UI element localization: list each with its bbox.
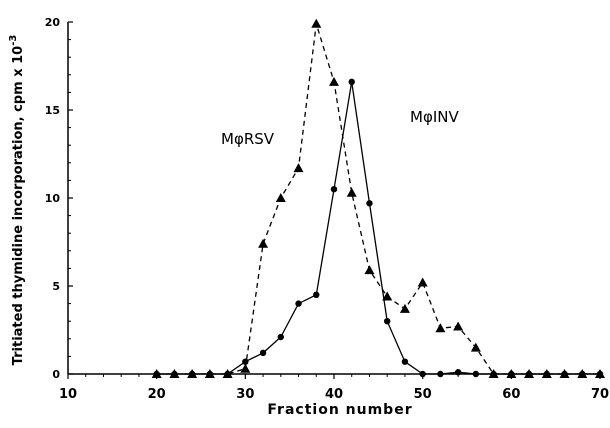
data-point-inv xyxy=(490,370,497,378)
data-point-rsv xyxy=(399,303,410,313)
data-point-inv xyxy=(561,370,568,378)
data-point-inv xyxy=(206,370,214,378)
data-point-inv xyxy=(224,370,231,378)
x-tick-label: 20 xyxy=(148,387,166,402)
data-point-rsv xyxy=(417,277,428,287)
x-tick-label: 50 xyxy=(414,387,432,402)
axes-layer: 0 5 10 15 20 10 20 30 40 50 60 70 xyxy=(45,16,609,402)
y-tick-label: 15 xyxy=(45,104,60,117)
data-point-inv xyxy=(188,370,196,378)
data-point-inv xyxy=(401,358,409,365)
x-tick-label: 70 xyxy=(591,387,609,402)
data-point-rsv xyxy=(258,238,269,248)
y-axis-title: Tritiated thymidine incorporation, cpm x… xyxy=(11,46,26,366)
series-annotation-rsv: MφRSV xyxy=(221,130,275,148)
data-point-inv xyxy=(419,370,426,378)
data-point-inv xyxy=(596,370,604,378)
data-point-rsv xyxy=(453,321,464,331)
data-point-inv xyxy=(259,349,267,357)
data-point-rsv xyxy=(311,18,322,28)
data-point-rsv xyxy=(293,163,304,173)
data-point-inv xyxy=(277,333,284,341)
y-tick-label: 5 xyxy=(52,280,60,293)
data-point-inv xyxy=(525,370,533,378)
x-axis-title: Fraction number xyxy=(267,402,412,418)
data-point-rsv xyxy=(275,193,286,202)
data-point-rsv xyxy=(470,342,481,352)
series-annotation-inv: MφINV xyxy=(410,108,459,126)
data-point-inv xyxy=(295,300,302,307)
y-tick-label: 0 xyxy=(52,368,60,381)
y-axis-title-exponent: -3 xyxy=(8,35,19,46)
y-axis-title-group: Tritiated thymidine incorporation, cpm x… xyxy=(8,35,26,366)
data-point-inv xyxy=(454,369,462,376)
data-point-inv xyxy=(242,358,249,365)
series-line-rsv xyxy=(156,23,600,375)
data-point-inv xyxy=(330,186,338,193)
data-point-rsv xyxy=(382,291,393,301)
x-tick-label: 40 xyxy=(325,387,343,402)
labels-layer: Fraction number Tritiated thymidine inco… xyxy=(8,35,459,418)
x-tick-label: 10 xyxy=(59,387,77,402)
series-line-inv xyxy=(156,81,600,375)
data-point-rsv xyxy=(346,187,357,197)
x-tick-label: 30 xyxy=(236,387,254,402)
data-point-inv xyxy=(472,370,480,378)
data-point-inv xyxy=(543,370,550,378)
data-point-inv xyxy=(313,291,320,298)
data-point-inv xyxy=(508,370,515,378)
data-point-rsv xyxy=(240,363,251,373)
x-tick-label: 60 xyxy=(502,387,520,402)
data-point-inv xyxy=(153,370,160,378)
y-tick-label: 10 xyxy=(45,192,61,205)
data-point-rsv xyxy=(364,265,375,275)
data-point-inv xyxy=(437,370,444,378)
svg-text:Tritiated thymidine incorporat: Tritiated thymidine incorporation, cpm x… xyxy=(8,35,26,366)
y-tick-label: 20 xyxy=(45,16,61,29)
data-point-rsv xyxy=(329,76,339,86)
data-point-inv xyxy=(384,318,391,325)
data-point-inv xyxy=(348,78,355,86)
data-point-rsv xyxy=(435,323,446,333)
data-point-inv xyxy=(579,370,586,378)
data-point-inv xyxy=(366,200,373,207)
data-point-inv xyxy=(171,370,178,378)
series-layer xyxy=(151,18,605,378)
